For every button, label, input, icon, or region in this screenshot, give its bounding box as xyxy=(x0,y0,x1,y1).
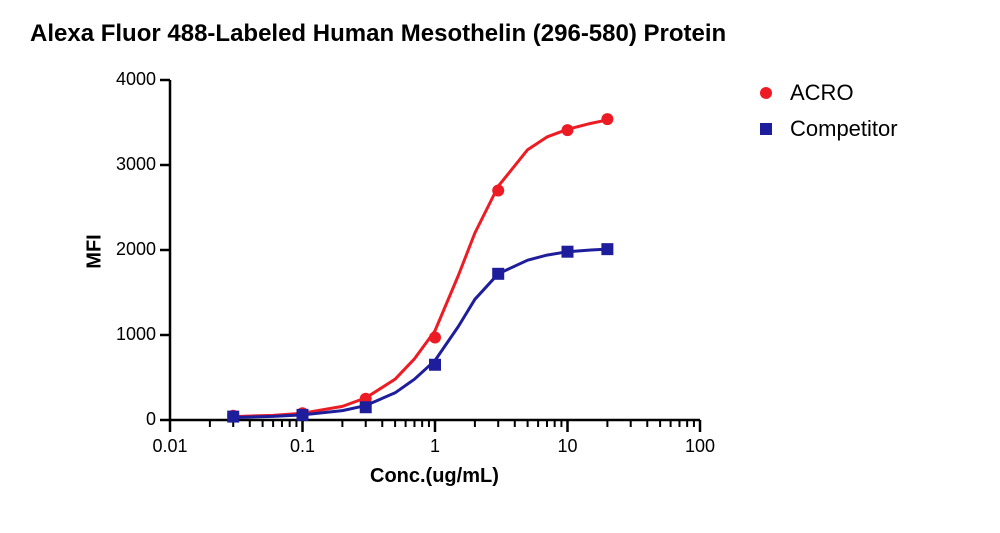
circle-marker-icon xyxy=(760,87,772,99)
y-tick-label: 1000 xyxy=(116,324,156,345)
y-tick-label: 0 xyxy=(146,409,156,430)
x-tick-label: 10 xyxy=(543,436,593,457)
x-tick-label: 100 xyxy=(675,436,725,457)
square-marker-icon xyxy=(760,123,772,135)
y-axis-label: MFI xyxy=(84,234,107,268)
legend: ACRO Competitor xyxy=(760,80,898,152)
y-tick-label: 4000 xyxy=(116,69,156,90)
x-tick-label: 0.1 xyxy=(278,436,328,457)
chart-container: Alexa Fluor 488-Labeled Human Mesothelin… xyxy=(0,0,1000,533)
legend-item: Competitor xyxy=(760,116,898,142)
y-tick-label: 3000 xyxy=(116,154,156,175)
x-tick-label: 1 xyxy=(410,436,460,457)
legend-label: Competitor xyxy=(790,116,898,142)
x-axis-label: Conc.(ug/mL) xyxy=(370,465,499,488)
legend-label: ACRO xyxy=(790,80,854,106)
y-tick-label: 2000 xyxy=(116,239,156,260)
x-tick-label: 0.01 xyxy=(145,436,195,457)
legend-item: ACRO xyxy=(760,80,898,106)
